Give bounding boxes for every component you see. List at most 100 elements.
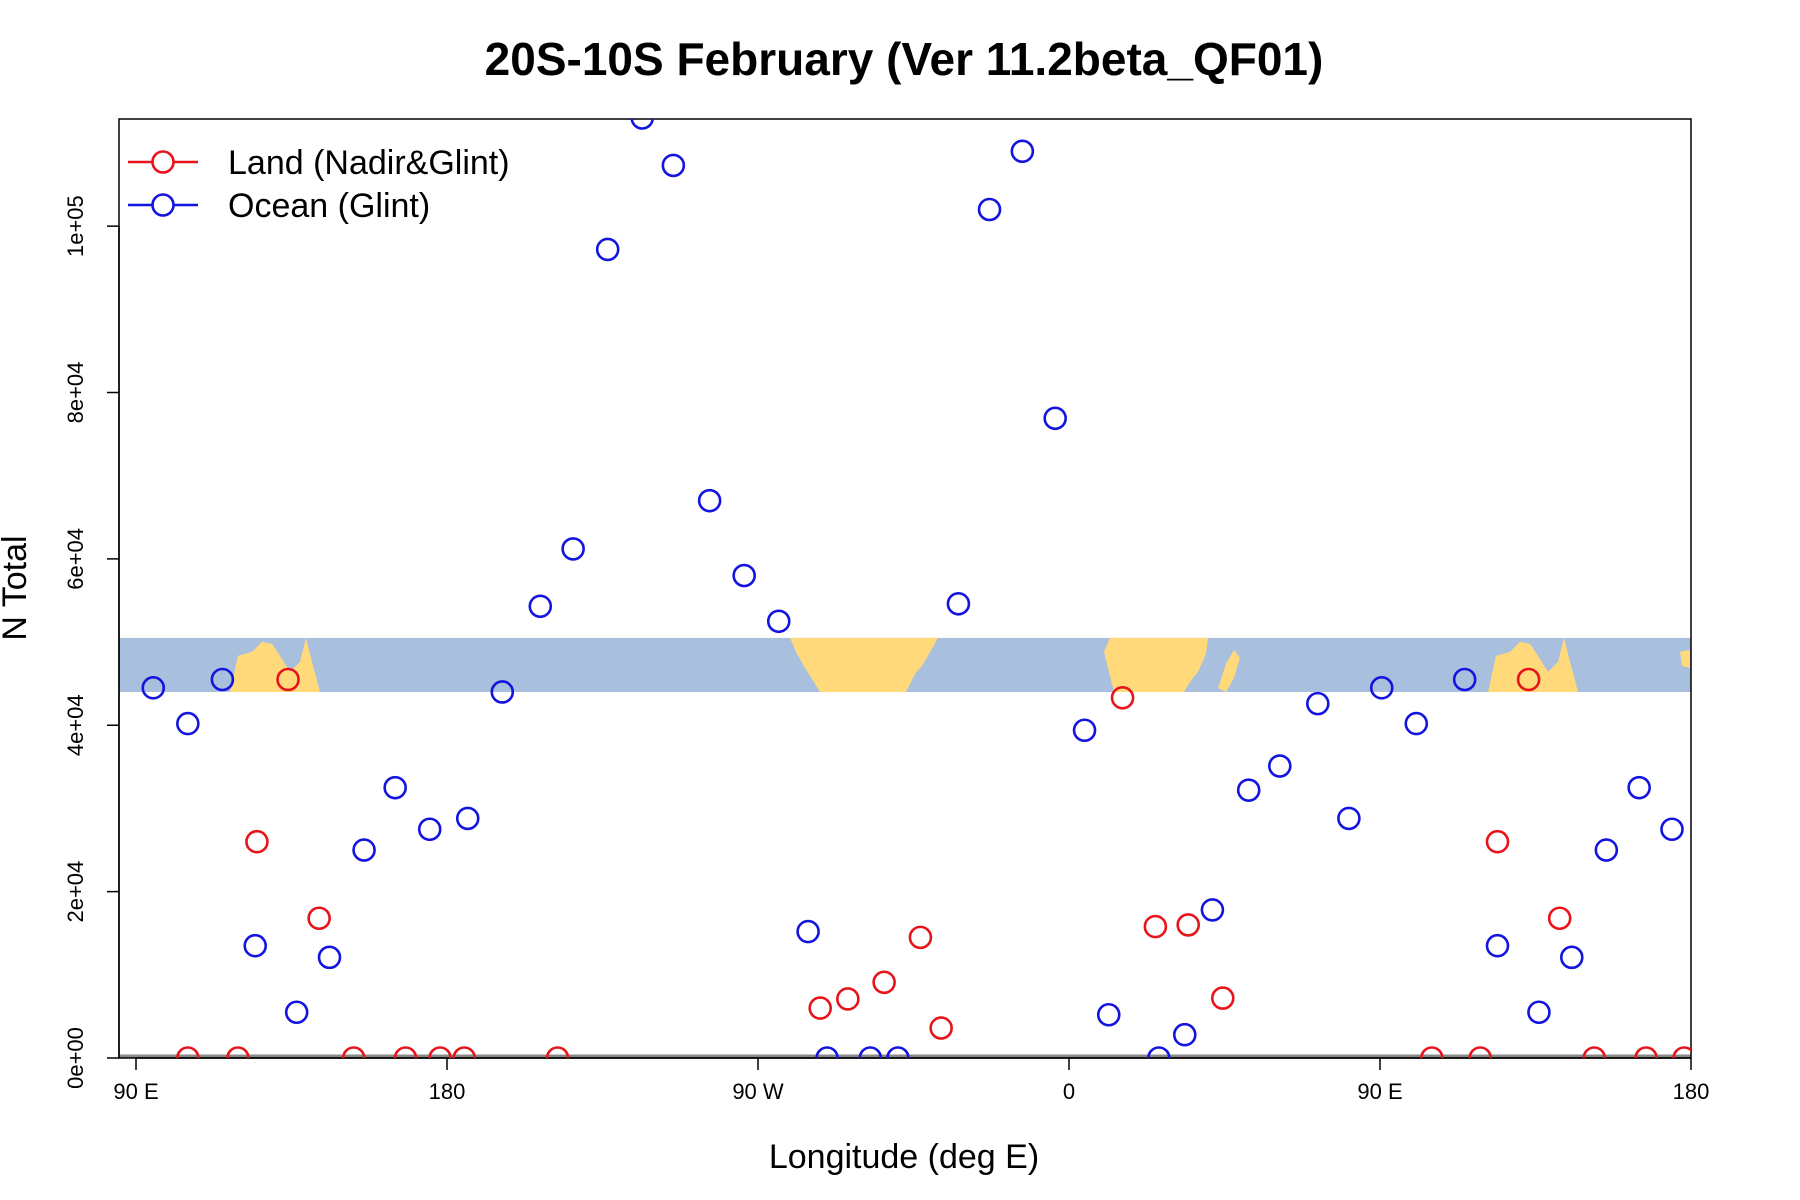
y-axis-title: N Total [0, 535, 34, 640]
legend-label: Ocean (Glint) [228, 187, 430, 225]
data-point [1147, 1046, 1171, 1058]
map-land [1104, 637, 1208, 692]
data-point [1143, 914, 1168, 939]
data-point [1559, 945, 1584, 970]
data-point [1634, 1046, 1658, 1058]
map-land [1218, 649, 1240, 692]
data-point [210, 667, 235, 692]
data-point [1072, 718, 1097, 743]
data-point [417, 817, 442, 842]
chart-title: 20S-10S February (Ver 11.2beta_QF01) [485, 33, 1324, 85]
legend-item-ocean: Ocean (Glint) [128, 187, 430, 225]
data-point [452, 1046, 477, 1058]
data-point [1485, 933, 1510, 958]
x-axis: 90 E 180 90 W 0 90 E 180 [113, 1057, 1710, 1104]
data-point [929, 1016, 953, 1040]
data-point [1306, 691, 1330, 716]
y-tick-label: 4e+04 [63, 694, 88, 756]
data-point [455, 806, 480, 831]
x-tick-label: 0 [1063, 1079, 1075, 1104]
data-point [1337, 806, 1361, 831]
y-tick-label: 2e+04 [63, 861, 88, 923]
y-tick-label: 6e+04 [63, 528, 88, 590]
data-point [1527, 1000, 1551, 1025]
legend: Land (Nadir&Glint) Ocean (Glint) [128, 144, 510, 225]
plot-area [118, 118, 1692, 1059]
data-point [661, 153, 686, 178]
data-point [815, 1046, 839, 1058]
data-point [1172, 1022, 1197, 1047]
data-point [908, 925, 933, 950]
data-point [977, 197, 1002, 222]
data-points [141, 119, 1691, 1058]
map-land [1680, 649, 1690, 668]
x-axis-title: Longitude (deg E) [769, 1138, 1039, 1176]
data-point [1043, 406, 1067, 431]
data-point [1267, 754, 1292, 778]
data-point [1420, 1046, 1444, 1058]
data-point [226, 1046, 250, 1058]
data-point [1452, 667, 1477, 692]
map-land [1488, 637, 1578, 692]
data-point [808, 996, 833, 1020]
data-point [1627, 775, 1651, 800]
data-point [243, 933, 268, 958]
land-series [176, 667, 1691, 1058]
data-point [1672, 1046, 1691, 1058]
map-land [790, 637, 938, 692]
data-point [1010, 139, 1035, 164]
y-tick-label: 1e+05 [63, 195, 88, 257]
data-point [886, 1046, 910, 1058]
data-point [383, 775, 407, 800]
data-point [352, 838, 376, 862]
data-point [1485, 829, 1510, 854]
data-point [1582, 1046, 1607, 1058]
data-point [872, 970, 896, 995]
data-point [946, 592, 971, 616]
data-point [561, 537, 585, 561]
ocean-series [141, 119, 1684, 1058]
data-point [428, 1046, 452, 1058]
data-point [1200, 898, 1225, 922]
data-point [545, 1046, 570, 1058]
data-point [766, 609, 791, 634]
y-tick-label: 0e+00 [63, 1027, 88, 1089]
data-point [317, 945, 342, 970]
data-point [1660, 817, 1684, 842]
data-point [1110, 686, 1135, 710]
x-tick-label: 90 E [113, 1079, 158, 1104]
data-point [490, 680, 515, 704]
data-point [732, 563, 756, 588]
data-point [630, 119, 654, 130]
data-point [1176, 913, 1201, 937]
data-point [595, 237, 620, 262]
data-point [1516, 667, 1541, 692]
x-tick-label: 90 E [1357, 1079, 1402, 1104]
data-point [176, 1046, 200, 1058]
x-tick-label: 180 [429, 1079, 466, 1104]
data-point [1547, 906, 1572, 931]
data-point [1096, 1002, 1121, 1027]
legend-item-land: Land (Nadir&Glint) [128, 144, 510, 182]
data-point [1236, 778, 1261, 802]
data-point [341, 1046, 366, 1058]
data-point [1369, 676, 1394, 700]
data-point [836, 987, 860, 1011]
data-point [697, 488, 722, 513]
legend-label: Land (Nadir&Glint) [228, 144, 510, 182]
map-band [119, 637, 1691, 692]
data-point [307, 906, 331, 931]
data-point [176, 711, 200, 736]
data-point [141, 676, 166, 700]
data-point [1210, 986, 1235, 1010]
data-point [284, 1000, 309, 1025]
data-point [276, 667, 300, 692]
data-point [1404, 711, 1429, 736]
data-point [393, 1046, 418, 1058]
x-tick-label: 180 [1673, 1079, 1710, 1104]
y-axis: 0e+00 2e+04 4e+04 6e+04 8e+04 1e+05 [63, 195, 120, 1089]
data-point [1594, 838, 1619, 862]
y-tick-label: 8e+04 [63, 362, 88, 424]
